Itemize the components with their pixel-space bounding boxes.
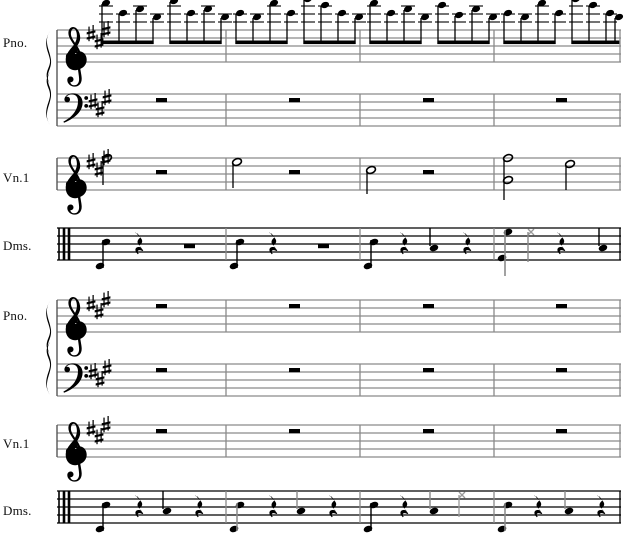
ghost-x-notehead-measure4 [527,228,535,236]
system-2 [46,291,621,533]
key-signature-violin-system1 [86,149,111,178]
measure-4-piano-treble-notes [501,0,624,45]
staff-piano-bass-system1 [57,93,621,127]
drums-notes-system1 [95,228,608,276]
treble-clef-violin-system2 [65,422,87,482]
piano-bass-measure-rests-system1 [156,98,567,103]
drums-notes-system2 [95,491,606,533]
piano-measure-rests-system2 [156,304,567,373]
staff-piano-treble-system1 [57,29,621,63]
key-signature-piano-treble-system1 [86,21,111,50]
key-signature-piano-bass-system2 [88,359,112,388]
percussion-clef-system1 [58,228,71,260]
piano-brace-upper-system2 [46,301,52,354]
part-label-violin-system2: Vn.1 [3,436,30,451]
part-label-drums-system2: Dms. [3,503,32,518]
part-label-drums-system1: Dms. [3,238,32,253]
system-1 [46,0,624,276]
violin-notes-system1 [101,153,576,200]
piano-brace-lower-system1 [46,72,52,125]
staff-drums-system1 [57,227,621,261]
treble-clef-violin-system1 [65,155,87,215]
staff-violin-system2 [57,424,621,458]
key-signature-violin-system2 [86,416,111,445]
key-signature-piano-treble-system2 [86,291,111,320]
staff-piano-bass-system2 [57,363,621,397]
measure-2-piano-treble-notes [233,0,366,45]
part-label-piano-system1: Pno. [3,35,28,50]
violin-measure-rests-system2 [156,429,567,434]
barlines-piano-system1 [225,30,621,126]
barlines-violin-system1 [225,158,621,190]
part-label-piano-system2: Pno. [3,308,28,323]
part-label-violin-system1: Vn.1 [3,170,30,185]
staff-piano-treble-system2 [57,299,621,333]
measure-3-piano-treble-notes [367,0,500,45]
barlines-drums-system2 [225,491,621,523]
piano-brace-lower-system2 [46,342,52,395]
percussion-clef-system2 [58,491,71,523]
piano-brace-upper-system1 [46,31,52,84]
barlines-drums-system1 [225,228,621,260]
staff-violin-system1 [57,157,621,191]
barlines-piano-system2 [225,300,621,396]
key-signature-piano-bass-system1 [88,89,112,118]
treble-clef-piano-system1 [65,27,87,87]
barlines-violin-system2 [225,425,621,457]
measure-1-piano-treble-notes [99,0,232,45]
treble-clef-piano-system2 [65,297,87,357]
ghost-x-notehead-measure7 [458,491,466,499]
staff-drums-system2 [57,490,621,524]
